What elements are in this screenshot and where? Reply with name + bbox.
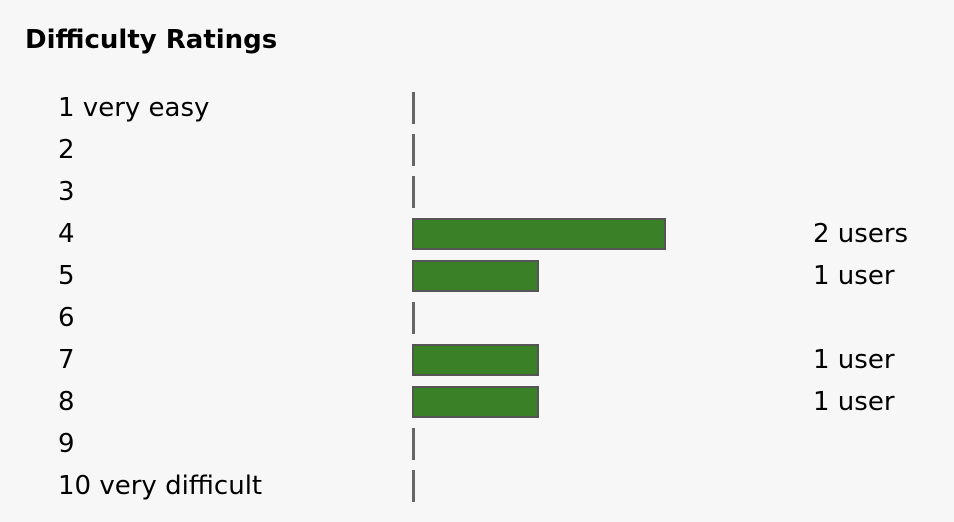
chart-row: 7 1 user — [0, 339, 954, 381]
data-label: 1 user — [813, 261, 895, 291]
tick-label: 9 — [58, 429, 75, 459]
tick-label: 8 — [58, 387, 75, 417]
chart-row: 5 1 user — [0, 255, 954, 297]
chart-row: 2 — [0, 129, 954, 171]
data-label: 1 user — [813, 345, 895, 375]
bar-baseline — [412, 428, 415, 460]
tick-label: 3 — [58, 177, 75, 207]
chart-row: 1 very easy — [0, 87, 954, 129]
tick-label: 2 — [58, 135, 75, 165]
chart-row: 9 — [0, 423, 954, 465]
bar — [412, 386, 539, 418]
bar-baseline — [412, 176, 415, 208]
chart-rows: 1 very easy 2 3 4 2 users 5 1 user 6 7 1 user 8 1 u… — [0, 87, 954, 507]
chart-row: 4 2 users — [0, 213, 954, 255]
bar-baseline — [412, 470, 415, 502]
chart-row: 8 1 user — [0, 381, 954, 423]
chart-title: Difficulty Ratings — [25, 25, 278, 55]
tick-label: 10 very difficult — [58, 471, 263, 501]
bar — [412, 218, 666, 250]
bar-baseline — [412, 302, 415, 334]
bar-baseline — [412, 92, 415, 124]
data-label: 2 users — [813, 219, 909, 249]
tick-label: 6 — [58, 303, 75, 333]
data-label: 1 user — [813, 387, 895, 417]
tick-label: 7 — [58, 345, 75, 375]
bar — [412, 260, 539, 292]
bar-baseline — [412, 134, 415, 166]
tick-label: 1 very easy — [58, 93, 210, 123]
bar — [412, 344, 539, 376]
chart-row: 6 — [0, 297, 954, 339]
tick-label: 4 — [58, 219, 75, 249]
tick-label: 5 — [58, 261, 75, 291]
chart-row: 3 — [0, 171, 954, 213]
chart-row: 10 very difficult — [0, 465, 954, 507]
